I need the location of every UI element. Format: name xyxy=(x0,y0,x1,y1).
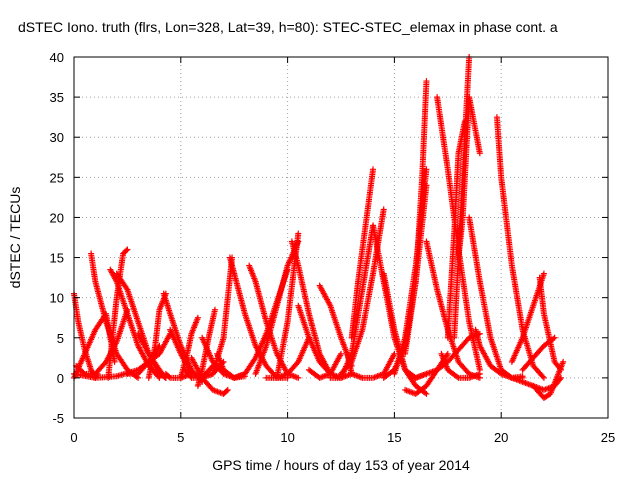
data-point-marker xyxy=(187,373,194,380)
data-point-marker xyxy=(124,246,131,253)
axis-ticks xyxy=(73,56,609,419)
series-pass-48 xyxy=(455,94,483,261)
y-tick-label: 40 xyxy=(50,50,64,65)
data-point-marker xyxy=(166,373,173,380)
series-pass-55 xyxy=(536,274,565,373)
x-tick-label: 15 xyxy=(387,430,401,445)
y-tick-label: 30 xyxy=(50,130,64,145)
data-point-marker xyxy=(423,390,430,397)
data-point-marker xyxy=(539,373,546,380)
x-tick-labels: 0 5 10 15 20 25 xyxy=(70,430,615,445)
y-axis-title: dSTEC / TECUs xyxy=(7,187,23,289)
y-tick-label: 5 xyxy=(57,331,64,346)
series-pass-35 xyxy=(344,350,398,381)
y-tick-label: 20 xyxy=(50,210,64,225)
data-point-marker xyxy=(223,387,230,394)
series-pass-15 xyxy=(177,314,201,381)
data-point-marker xyxy=(224,386,231,393)
series-pass-30 xyxy=(305,350,344,381)
x-axis-title: GPS time / hours of day 153 of year 2014 xyxy=(212,457,470,473)
series-pass-52 xyxy=(508,270,547,365)
data-point-marker xyxy=(295,374,302,381)
x-tick-label: 0 xyxy=(70,430,77,445)
series-pass-41 xyxy=(402,350,451,397)
x-tick-label: 20 xyxy=(494,430,508,445)
data-point-marker xyxy=(540,270,547,277)
series-pass-26 xyxy=(263,334,312,381)
series-pass-46 xyxy=(444,118,468,341)
data-point-marker xyxy=(454,373,461,380)
series-pass-56 xyxy=(530,358,567,401)
y-tick-label: 10 xyxy=(50,291,64,306)
y-tick-labels: -5 0 5 10 15 20 25 30 35 40 xyxy=(50,50,64,426)
y-tick-label: 35 xyxy=(50,90,64,105)
series-pass-06 xyxy=(105,246,131,381)
data-point-marker xyxy=(295,230,302,237)
x-tick-label: 25 xyxy=(601,430,615,445)
data-point-marker xyxy=(211,306,218,313)
data-point-marker xyxy=(422,389,429,396)
x-tick-label: 5 xyxy=(177,430,184,445)
series-pass-05 xyxy=(88,250,142,381)
data-point-marker xyxy=(444,350,451,357)
chart-title: dSTEC Iono. truth (flrs, Lon=328, Lat=39… xyxy=(18,19,558,35)
data-point-marker xyxy=(423,166,430,173)
data-point-marker xyxy=(560,358,567,365)
data-point-marker xyxy=(194,314,201,321)
data-point-marker xyxy=(476,370,483,377)
series-pass-28 xyxy=(288,238,334,377)
y-tick-label: -5 xyxy=(52,411,64,426)
plot-frame xyxy=(73,56,609,419)
series-pass-18 xyxy=(194,306,218,389)
data-point-marker xyxy=(423,78,430,85)
series-pass-45 xyxy=(438,350,483,381)
data-point-marker xyxy=(551,334,558,341)
series-pass-25 xyxy=(252,238,302,377)
data-point-marker xyxy=(123,247,130,254)
data-marks xyxy=(71,54,567,401)
series-pass-40 xyxy=(402,78,430,357)
data-point-marker xyxy=(476,150,483,157)
y-tick-label: 0 xyxy=(57,371,64,386)
data-point-marker xyxy=(380,206,387,213)
data-point-marker xyxy=(540,374,547,381)
data-point-marker xyxy=(338,350,344,357)
y-tick-label: 15 xyxy=(50,251,64,266)
series-pass-34 xyxy=(348,166,377,341)
data-point-marker xyxy=(370,166,377,173)
y-tick-label: 25 xyxy=(50,170,64,185)
data-point-marker xyxy=(391,350,398,357)
data-point-marker xyxy=(550,335,557,342)
x-tick-label: 10 xyxy=(280,430,294,445)
